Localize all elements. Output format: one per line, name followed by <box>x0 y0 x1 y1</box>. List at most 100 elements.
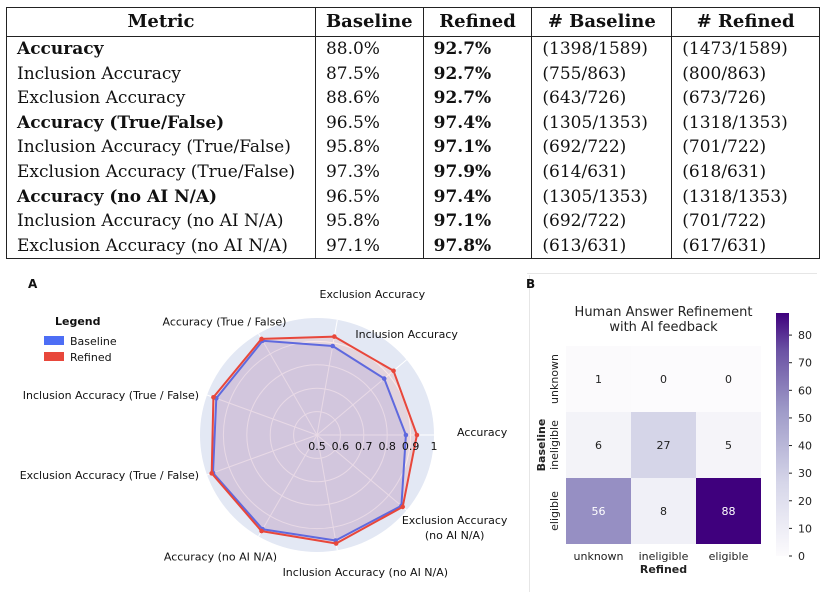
cell-baseline: 96.5% <box>314 110 424 136</box>
cell-refined: 97.8% <box>422 233 533 259</box>
radar-series-baseline <box>212 339 407 542</box>
heatmap-y-tick: eligible <box>548 491 561 531</box>
colorbar-tick-label: 0 <box>798 550 805 563</box>
cell-n-refined: (1318/1353) <box>671 110 820 136</box>
cell-metric: Accuracy (True/False) <box>6 110 316 136</box>
colorbar-tick-label: 10 <box>798 522 812 535</box>
heatmap-title: with AI feedback <box>609 320 718 335</box>
cell-n-baseline: (1398/1589) <box>531 36 673 62</box>
radar-spoke <box>206 394 318 436</box>
colorbar <box>776 313 789 556</box>
cell-metric: Inclusion Accuracy (no AI N/A) <box>6 209 316 234</box>
legend-swatch-baseline <box>44 336 64 345</box>
radar-point-baseline <box>381 376 387 381</box>
radar-tick-label: 0.8 <box>378 440 396 453</box>
cell-metric: Inclusion Accuracy <box>6 61 316 87</box>
radar-axis-label: Inclusion Accuracy <box>355 328 458 341</box>
heatmap-title: Human Answer Refinement <box>575 305 753 320</box>
heatmap-cell <box>631 412 696 478</box>
legend-swatch-refined <box>44 352 64 361</box>
radar-axis-label: Inclusion Accuracy (True / False) <box>23 389 199 402</box>
cell-n-baseline: (614/631) <box>531 159 673 185</box>
radar-axis-label: Accuracy (True / False) <box>163 316 287 329</box>
cell-refined: 92.7% <box>422 36 533 62</box>
radar-point-refined <box>211 395 216 400</box>
table-row: Inclusion Accuracy 87.5% 92.7% (755/863) (80… <box>6 61 820 87</box>
legend-label-baseline: Baseline <box>70 335 117 348</box>
heatmap-cell-label: 8 <box>660 505 667 518</box>
cell-n-refined: (618/631) <box>671 159 820 185</box>
heatmap-cell <box>566 412 631 478</box>
cell-baseline: 97.1% <box>314 233 424 259</box>
panel-divider-vertical <box>529 275 530 592</box>
cell-refined: 97.4% <box>422 110 533 136</box>
colorbar-tick-label: 60 <box>798 384 812 397</box>
table-row: Exclusion Accuracy (no AI N/A) 97.1% 97.8%… <box>6 233 820 259</box>
table-row: Accuracy (True/False) 96.5% 97.4% (1305/135… <box>6 110 820 136</box>
cell-baseline: 97.3% <box>314 159 424 185</box>
radar-point-refined <box>259 336 264 342</box>
table-row: Inclusion Accuracy (True/False) 95.8% 97.1… <box>6 135 820 160</box>
radar-tick-label: 0.7 <box>355 440 373 453</box>
cell-n-baseline: (1305/1353) <box>531 110 673 136</box>
heatmap-cell <box>566 346 631 412</box>
heatmap-cell-label: 0 <box>725 373 732 386</box>
radar-point-refined <box>332 334 337 339</box>
cell-metric: Accuracy (no AI N/A) <box>6 184 316 210</box>
radar-axis-label: Exclusion Accuracy <box>402 514 508 527</box>
cell-baseline: 87.5% <box>314 61 424 87</box>
radar-point-refined <box>414 432 420 438</box>
heatmap-x-tick: eligible <box>709 550 749 563</box>
radar-point-refined <box>391 368 396 374</box>
cell-metric: Inclusion Accuracy (True/False) <box>6 135 316 160</box>
cell-n-refined: (1473/1589) <box>671 36 820 62</box>
cell-refined: 97.9% <box>422 159 533 185</box>
colorbar-tick-label: 20 <box>798 495 812 508</box>
header-refined: Refined <box>422 7 533 37</box>
legend-title: Legend <box>55 315 101 328</box>
radar-axis-label: Inclusion Accuracy (no AI N/A) <box>283 566 449 579</box>
cell-baseline: 96.5% <box>314 184 424 210</box>
cell-n-baseline: (755/863) <box>531 61 673 87</box>
header-baseline: Baseline <box>314 7 424 37</box>
cell-n-refined: (617/631) <box>671 233 820 259</box>
cell-baseline: 95.8% <box>314 209 424 234</box>
colorbar-tick-label: 80 <box>798 329 812 342</box>
cell-n-baseline: (692/722) <box>531 209 673 234</box>
radar-axis-label: Accuracy <box>457 426 508 439</box>
table-row: Inclusion Accuracy (no AI N/A) 95.8% 97.1%… <box>6 209 820 234</box>
radar-tick-label: 0.5 <box>308 440 326 453</box>
cell-n-refined: (800/863) <box>671 61 820 87</box>
panel-a-label: A <box>28 277 38 291</box>
radar-tick-label: 0.9 <box>402 440 420 453</box>
table-header-row: Metric Baseline Refined # Baseline # Ref… <box>6 7 820 37</box>
heatmap-cell-label: 1 <box>595 373 602 386</box>
cell-n-baseline: (692/722) <box>531 135 673 160</box>
table-row: Accuracy (no AI N/A) 96.5% 97.4% (1305/1353… <box>6 184 820 210</box>
radar-axis-label: Exclusion Accuracy (True / False) <box>20 469 199 482</box>
heatmap-cell-label: 56 <box>592 505 606 518</box>
cell-n-refined: (701/722) <box>671 209 820 234</box>
radar-axis-label: Exclusion Accuracy <box>320 290 426 301</box>
heatmap-ylabel: Baseline <box>535 419 548 472</box>
radar-spoke <box>316 359 407 436</box>
cell-metric: Exclusion Accuracy <box>6 86 316 111</box>
cell-metric: Accuracy <box>6 36 316 62</box>
radar-spoke <box>316 434 338 551</box>
radar-point-baseline <box>403 432 409 438</box>
heatmap-cell <box>696 478 761 544</box>
heatmap-cell-label: 5 <box>725 439 732 452</box>
heatmap-cell <box>696 346 761 412</box>
cell-n-refined: (701/722) <box>671 135 820 160</box>
header-metric: Metric <box>6 7 316 37</box>
radar-axis-label: (no AI N/A) <box>425 529 485 542</box>
heatmap-cell <box>631 346 696 412</box>
heatmap-y-tick: ineligible <box>548 420 561 470</box>
colorbar-tick-label: 70 <box>798 357 812 370</box>
heatmap-cell-label: 27 <box>657 439 671 452</box>
header-n-baseline: # Baseline <box>531 7 673 37</box>
colorbar-tick-label: 40 <box>798 440 812 453</box>
radar-tick-label: 1 <box>431 440 438 453</box>
colorbar-tick-label: 50 <box>798 412 812 425</box>
